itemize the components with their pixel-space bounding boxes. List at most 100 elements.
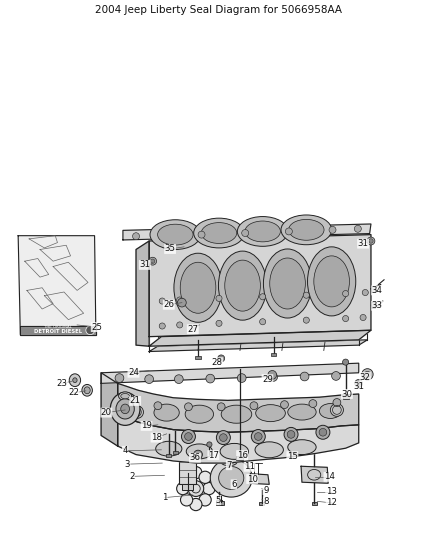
Ellipse shape xyxy=(185,405,214,423)
Bar xyxy=(216,500,222,505)
Ellipse shape xyxy=(221,457,237,466)
Circle shape xyxy=(180,471,193,483)
Ellipse shape xyxy=(194,218,244,248)
Circle shape xyxy=(190,498,202,511)
Text: 32: 32 xyxy=(360,373,371,382)
Text: 10: 10 xyxy=(247,474,258,483)
Text: 1: 1 xyxy=(162,493,167,502)
Circle shape xyxy=(194,450,202,459)
Text: 31: 31 xyxy=(353,382,364,391)
Polygon shape xyxy=(149,340,367,351)
Text: 15: 15 xyxy=(287,451,298,461)
Bar xyxy=(173,451,178,454)
Ellipse shape xyxy=(69,374,81,386)
Circle shape xyxy=(260,319,266,325)
Text: 28: 28 xyxy=(212,358,223,367)
Text: 9: 9 xyxy=(263,486,268,495)
Circle shape xyxy=(174,375,183,384)
Circle shape xyxy=(364,372,371,377)
Text: 36: 36 xyxy=(190,453,201,462)
Text: 26: 26 xyxy=(163,300,174,309)
Polygon shape xyxy=(123,224,371,240)
Ellipse shape xyxy=(119,392,132,400)
Text: 34: 34 xyxy=(371,286,382,295)
Circle shape xyxy=(316,425,330,439)
Text: 4: 4 xyxy=(122,446,128,455)
Text: 29: 29 xyxy=(262,375,273,384)
Circle shape xyxy=(284,427,298,441)
Polygon shape xyxy=(118,415,359,463)
Polygon shape xyxy=(149,235,371,337)
Text: 2004 Jeep Liberty Seal Diagram for 5066958AA: 2004 Jeep Liberty Seal Diagram for 50669… xyxy=(95,5,343,15)
Circle shape xyxy=(355,379,363,387)
Text: 21: 21 xyxy=(130,397,141,406)
Ellipse shape xyxy=(270,258,305,309)
Circle shape xyxy=(159,323,165,329)
Circle shape xyxy=(145,375,153,384)
Ellipse shape xyxy=(121,393,130,399)
Polygon shape xyxy=(101,373,118,446)
Ellipse shape xyxy=(121,404,130,414)
Text: 6: 6 xyxy=(231,480,237,489)
Circle shape xyxy=(354,225,361,232)
Text: 24: 24 xyxy=(128,368,139,377)
Bar xyxy=(179,455,196,484)
Circle shape xyxy=(260,294,266,300)
Text: 27: 27 xyxy=(187,325,198,334)
Text: 22: 22 xyxy=(68,389,79,398)
Text: 8: 8 xyxy=(263,497,269,506)
Text: DETROIT DIESEL: DETROIT DIESEL xyxy=(34,329,82,334)
Circle shape xyxy=(237,374,246,383)
Text: 16: 16 xyxy=(237,450,247,459)
Circle shape xyxy=(332,372,340,381)
Bar xyxy=(271,352,276,356)
Circle shape xyxy=(206,374,215,383)
Bar xyxy=(371,286,375,292)
Ellipse shape xyxy=(201,223,237,244)
Ellipse shape xyxy=(307,247,356,316)
Bar xyxy=(166,454,171,457)
Circle shape xyxy=(303,317,309,323)
Text: 19: 19 xyxy=(141,422,152,430)
Circle shape xyxy=(177,297,183,303)
Circle shape xyxy=(357,381,361,385)
Circle shape xyxy=(115,374,124,383)
Text: 23: 23 xyxy=(57,379,67,388)
Circle shape xyxy=(362,289,368,296)
Polygon shape xyxy=(149,330,371,346)
Circle shape xyxy=(86,326,95,335)
Text: 14: 14 xyxy=(324,472,335,481)
Ellipse shape xyxy=(210,459,252,497)
Text: 12: 12 xyxy=(326,498,337,507)
Ellipse shape xyxy=(256,405,286,422)
Text: 17: 17 xyxy=(208,450,219,459)
Ellipse shape xyxy=(154,404,179,421)
Ellipse shape xyxy=(155,441,182,456)
Bar xyxy=(178,451,197,456)
Circle shape xyxy=(303,292,309,298)
Circle shape xyxy=(287,431,295,438)
Ellipse shape xyxy=(186,444,212,459)
Ellipse shape xyxy=(84,387,90,394)
Circle shape xyxy=(343,359,349,365)
Polygon shape xyxy=(118,383,359,432)
Circle shape xyxy=(184,433,192,440)
Circle shape xyxy=(333,399,341,407)
Ellipse shape xyxy=(330,403,343,416)
Circle shape xyxy=(360,314,366,320)
Circle shape xyxy=(281,401,288,409)
Ellipse shape xyxy=(221,405,252,423)
Polygon shape xyxy=(301,466,328,483)
Polygon shape xyxy=(101,363,359,383)
Ellipse shape xyxy=(82,384,92,396)
Circle shape xyxy=(216,320,222,326)
Circle shape xyxy=(329,227,336,233)
Circle shape xyxy=(154,402,162,410)
Circle shape xyxy=(130,401,138,409)
Circle shape xyxy=(198,231,205,238)
Circle shape xyxy=(207,442,212,447)
Circle shape xyxy=(343,316,349,321)
Text: 31: 31 xyxy=(139,261,150,269)
Circle shape xyxy=(251,430,265,443)
Ellipse shape xyxy=(219,466,244,489)
